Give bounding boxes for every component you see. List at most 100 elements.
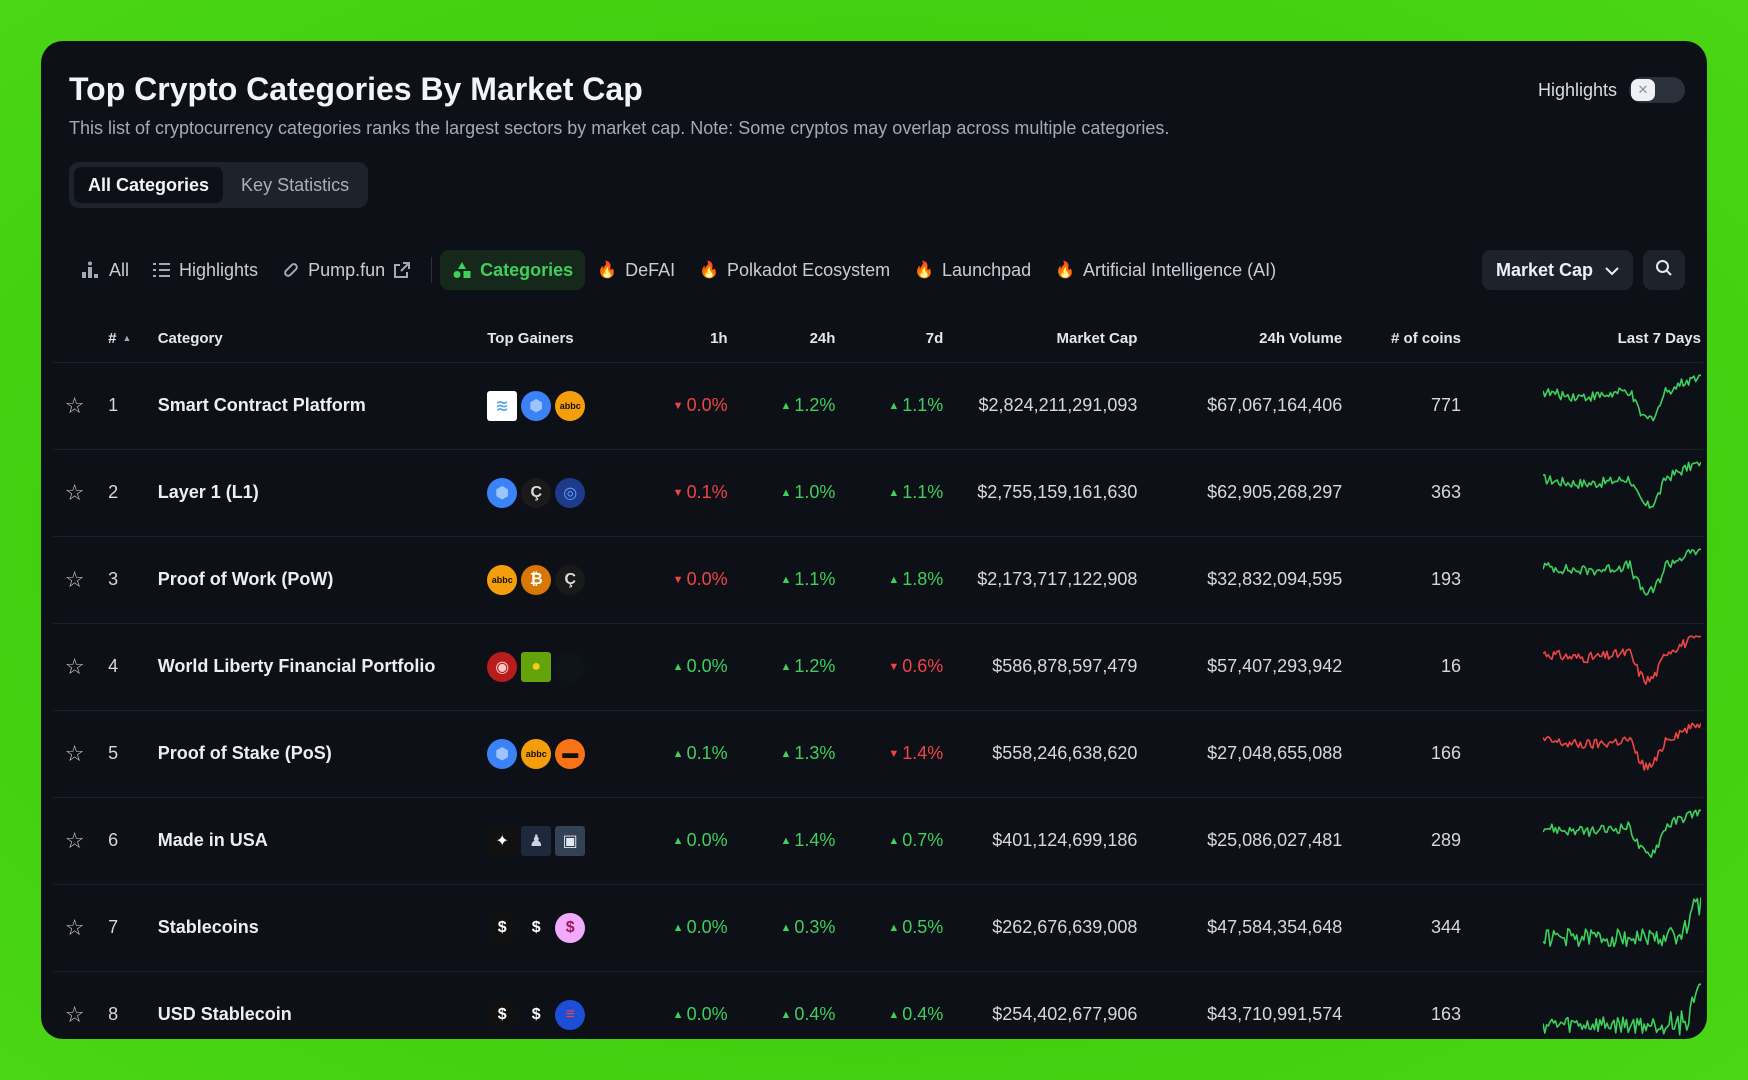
sparkline-cell (1471, 971, 1703, 1039)
24h-cell: ▲ 1.0% (735, 449, 844, 537)
rank-cell: 1 (96, 362, 146, 450)
col-coin-count[interactable]: # of coins (1350, 315, 1472, 363)
star-icon[interactable]: ☆ (64, 914, 85, 940)
sparkline-cell (1471, 536, 1703, 624)
filter-all-label: All (109, 259, 130, 280)
bitcoin-gear-logo-icon[interactable]: ₿ (521, 564, 552, 595)
abbc-logo-icon[interactable]: abbc (555, 390, 586, 421)
star-icon[interactable]: ☆ (64, 1001, 85, 1027)
1h-cell: ▲ 0.0% (636, 797, 736, 885)
sparkline-cell (1471, 710, 1703, 798)
highlights-switch[interactable]: ✕ (1629, 77, 1685, 103)
table-row[interactable]: ☆ 4 World Liberty Financial Portfolio ◉ ● ▲ 0.… (53, 623, 1703, 711)
top-gainers-cell: $ $ $ (469, 884, 637, 972)
filter-highlights[interactable]: Highlights (141, 250, 270, 290)
filter-pumpfun[interactable]: Pump.fun (270, 250, 423, 290)
market-cap-cell: $2,173,717,122,908 (951, 536, 1146, 624)
category-name-link[interactable]: USD Stablecoin (145, 971, 470, 1039)
d7-value: 0.4% (902, 1004, 944, 1024)
col-24h[interactable]: 24h (735, 315, 844, 363)
star-icon[interactable]: ☆ (64, 479, 85, 505)
robot-logo-icon[interactable]: ▣ (555, 825, 586, 856)
category-name-link[interactable]: Made in USA (145, 797, 470, 885)
col-favorite (53, 315, 97, 363)
dollar-chain-logo-icon[interactable]: $ (521, 999, 552, 1030)
star-icon[interactable]: ☆ (64, 566, 85, 592)
filter-polkadot[interactable]: 🔥 Polkadot Ecosystem (687, 250, 902, 290)
col-category[interactable]: Category (145, 315, 470, 363)
category-name-link[interactable]: Proof of Work (PoW) (145, 536, 470, 624)
col-1h[interactable]: 1h (636, 315, 736, 363)
table-row[interactable]: ☆ 6 Made in USA ✦ ♟ ▣ ▲ 0.0% ▲ 1.4% ▲ 0.7% $401,124,… (53, 797, 1703, 885)
table-row[interactable]: ☆ 1 Smart Contract Platform ≋ ⬢ abbc ▼ 0.0% ▲ 1.2… (53, 362, 1703, 450)
flag-logo-icon[interactable]: ≡ (555, 999, 586, 1030)
filter-all[interactable]: All (69, 250, 141, 290)
table-row[interactable]: ☆ 3 Proof of Work (PoW) abbc ₿ Ç ▼ 0.0% ▲ 1.1% ▲ 1.… (53, 536, 1703, 624)
search-icon (1655, 259, 1673, 282)
stack-logo-icon[interactable]: ≋ (487, 390, 518, 421)
h24-value: 1.2% (794, 395, 836, 415)
highlights-toggle[interactable]: Highlights ✕ (1538, 77, 1685, 103)
d7-change: ▲ 0.7% (888, 830, 943, 850)
h24-value: 1.3% (794, 743, 836, 763)
dollar-chain-logo-icon[interactable]: $ (521, 912, 552, 943)
1h-cell: ▲ 0.0% (636, 884, 736, 972)
col-rank-label: # (108, 329, 117, 347)
filter-launchpad[interactable]: 🔥 Launchpad (902, 250, 1043, 290)
category-name-link[interactable]: Layer 1 (L1) (145, 449, 470, 537)
col-7d[interactable]: 7d (843, 315, 952, 363)
figure-logo-icon[interactable]: ♟ (521, 825, 552, 856)
hexagon-logo-icon[interactable]: ⬢ (521, 390, 552, 421)
col-volume[interactable]: 24h Volume (1145, 315, 1351, 363)
dollar-logo-icon[interactable]: $ (487, 912, 518, 943)
hexagon-logo-icon[interactable]: ⬢ (487, 477, 518, 508)
pink-dollar-logo-icon[interactable]: $ (555, 912, 586, 943)
sort-select[interactable]: Market Cap (1481, 250, 1633, 290)
star-icon[interactable]: ☆ (64, 740, 85, 766)
c-coin-logo-icon[interactable]: Ç (555, 564, 586, 595)
filter-defai[interactable]: 🔥 DeFAI (585, 250, 687, 290)
tab-all-categories[interactable]: All Categories (74, 167, 224, 203)
abbc-logo-icon[interactable]: abbc (487, 564, 518, 595)
table-row[interactable]: ☆ 7 Stablecoins $ $ $ ▲ 0.0% ▲ 0.3% ▲ 0.5% $262,676,… (53, 884, 1703, 972)
h1-value: 0.0% (686, 917, 728, 937)
category-name-link[interactable]: Stablecoins (145, 884, 470, 972)
c-coin-logo-icon[interactable]: Ç (521, 477, 552, 508)
filter-categories[interactable]: Categories (440, 250, 586, 290)
category-name-link[interactable]: World Liberty Financial Portfolio (145, 623, 470, 711)
category-name-link[interactable]: Proof of Stake (PoS) (145, 710, 470, 798)
frog-logo-icon[interactable]: ● (521, 651, 552, 682)
col-market-cap[interactable]: Market Cap (951, 315, 1146, 363)
categories-panel: Top Crypto Categories By Market Cap This… (41, 41, 1707, 1039)
caret-up-icon: ▲ (672, 922, 684, 934)
7d-cell: ▼ 1.4% (843, 710, 952, 798)
table-row[interactable]: ☆ 8 USD Stablecoin $ $ ≡ ▲ 0.0% ▲ 0.4% ▲ 0.4% $254,4… (53, 971, 1703, 1039)
dollar-logo-icon[interactable]: $ (487, 999, 518, 1030)
orange-logo-icon[interactable]: ▬ (555, 738, 586, 769)
volume-cell: $47,584,354,648 (1145, 884, 1351, 972)
ring-logo-icon[interactable]: ◎ (555, 477, 586, 508)
table-row[interactable]: ☆ 5 Proof of Stake (PoS) ⬢ abbc ▬ ▲ 0.1% ▲ 1.3% ▼ 1… (53, 710, 1703, 798)
star-icon[interactable]: ☆ (64, 653, 85, 679)
tab-key-statistics[interactable]: Key Statistics (241, 175, 350, 195)
star-icon[interactable]: ☆ (64, 392, 85, 418)
filter-ai[interactable]: 🔥 Artificial Intelligence (AI) (1043, 250, 1288, 290)
caret-down-icon: ▼ (672, 487, 684, 499)
1h-cell: ▲ 0.1% (636, 710, 736, 798)
star-icon[interactable]: ☆ (64, 827, 85, 853)
sparkle-logo-icon[interactable]: ✦ (487, 825, 518, 856)
search-button[interactable] (1643, 250, 1685, 290)
h24-change: ▲ 1.2% (781, 656, 836, 676)
col-rank[interactable]: # ▲ (96, 315, 146, 363)
fire-icon: 🔥 (699, 262, 720, 279)
red-logo-icon[interactable]: ◉ (487, 651, 518, 682)
abbc-logo-icon[interactable]: abbc (521, 738, 552, 769)
dark-logo-icon[interactable] (555, 651, 586, 682)
market-cap-cell: $558,246,638,620 (951, 710, 1146, 798)
volume-cell: $43,710,991,574 (1145, 971, 1351, 1039)
table-row[interactable]: ☆ 2 Layer 1 (L1) ⬢ Ç ◎ ▼ 0.1% ▲ 1.0% ▲ 1.1% $2,755,1… (53, 449, 1703, 537)
category-name-link[interactable]: Smart Contract Platform (145, 362, 470, 450)
caret-up-icon: ▲ (888, 1009, 900, 1021)
coin-count-cell: 289 (1350, 797, 1472, 885)
hexagon-logo-icon[interactable]: ⬢ (487, 738, 518, 769)
